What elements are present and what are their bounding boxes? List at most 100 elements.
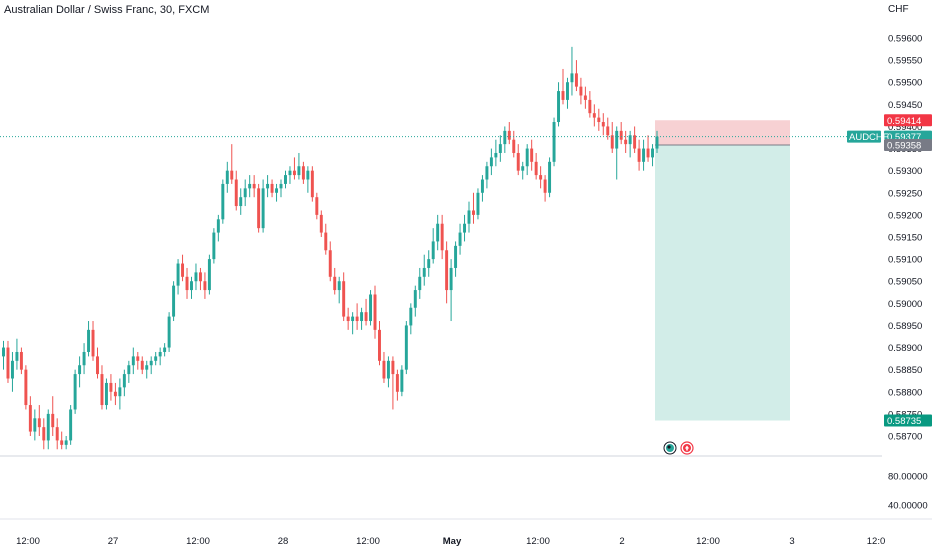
candle-down [181, 263, 185, 277]
candle-down [24, 369, 28, 406]
candle-up [642, 148, 646, 162]
time-tick-label: May [443, 536, 462, 547]
price-tick-label: 0.58700 [888, 432, 922, 443]
time-tick-label: 12:00 [16, 536, 40, 547]
indicator-tick-label: 40.00000 [888, 501, 928, 512]
candle-up [10, 360, 14, 379]
chart-title: Australian Dollar / Swiss Franc, 30, FXC… [4, 4, 210, 16]
candle-up [297, 166, 301, 176]
candle-up [15, 351, 19, 361]
candle-up [239, 197, 243, 207]
candle-up [570, 73, 574, 83]
earnings-icon-dot [667, 445, 671, 449]
candles [2, 46, 659, 450]
candle-down [507, 130, 511, 140]
candle-up [615, 130, 619, 149]
time-axis[interactable]: 12:00 27 12:00 28 12:00 May 12:00 2 12:00 3 12:0 [16, 536, 885, 547]
price-tick-label: 0.59500 [888, 78, 922, 89]
candle-down [646, 148, 650, 158]
price-tick-label: 0.59250 [888, 188, 922, 199]
candle-down [301, 166, 305, 180]
candle-down [100, 374, 104, 406]
dividend-icon[interactable] [680, 441, 694, 455]
time-tick-label: 12:0 [867, 536, 886, 547]
candle-down [539, 175, 543, 180]
candle-up [552, 122, 556, 162]
candle-up [351, 316, 355, 322]
candle-up [458, 232, 462, 246]
candle-down [440, 223, 444, 251]
candle-down [583, 95, 587, 100]
candle-up [337, 281, 341, 291]
candle-down [619, 130, 623, 140]
candle-down [373, 294, 377, 330]
candle-up [409, 307, 413, 326]
candle-down [310, 170, 314, 198]
candle-down [319, 214, 323, 233]
grid-lines [0, 455, 932, 520]
candle-down [55, 427, 59, 441]
candle-up [176, 263, 180, 286]
candle-down [534, 161, 538, 176]
candle-up [628, 135, 632, 145]
candle-up [73, 374, 77, 410]
candle-down [185, 276, 189, 291]
candle-up [485, 166, 489, 180]
candle-up [279, 183, 283, 189]
price-axis[interactable]: 0.596000.595500.595000.594500.594000.593… [888, 34, 928, 512]
candle-down [333, 276, 337, 291]
candle-up [360, 312, 364, 322]
candle-down [136, 356, 140, 361]
indicator-tick-label: 80.00000 [888, 472, 928, 483]
candle-up [122, 374, 126, 388]
event-markers[interactable] [663, 441, 694, 455]
candle-down [530, 148, 534, 162]
candle-down [610, 135, 614, 149]
candle-up [651, 148, 655, 158]
candle-up [2, 347, 5, 357]
time-tick-label: 12:00 [186, 536, 210, 547]
candle-up [64, 440, 68, 445]
candle-up [194, 272, 198, 282]
candle-up [306, 170, 310, 180]
candle-down [91, 329, 95, 357]
take-profit-tag-bg [884, 414, 932, 427]
candle-down [257, 188, 261, 229]
candle-up [221, 183, 225, 220]
candle-up [284, 175, 287, 184]
position-zones [655, 120, 790, 421]
candle-up [476, 192, 480, 215]
candle-down [543, 179, 547, 193]
candle-up [275, 188, 279, 193]
time-tick-label: 3 [789, 536, 794, 547]
time-tick-label: 12:00 [356, 536, 380, 547]
candle-up [498, 144, 502, 153]
stop-loss-tag-bg [884, 114, 932, 127]
take-profit-zone [655, 145, 790, 421]
candle-up [521, 166, 525, 171]
candle-up [225, 170, 229, 184]
candle-down [472, 210, 475, 215]
earnings-icon[interactable] [663, 441, 677, 455]
candle-up [127, 365, 131, 375]
candle-up [266, 183, 270, 189]
time-tick-label: 28 [278, 536, 289, 547]
candle-up [82, 351, 86, 366]
candle-up [404, 325, 408, 370]
symbol-tag: AUDCHF [849, 132, 889, 143]
candle-down [445, 250, 449, 291]
candle-down [234, 179, 238, 207]
candle-down [342, 281, 346, 317]
candle-down [588, 99, 592, 114]
candle-up [78, 365, 82, 375]
candle-up [46, 413, 50, 441]
candle-down [378, 329, 381, 361]
candle-up [436, 223, 440, 242]
candle-up [369, 294, 373, 322]
candle-up [557, 91, 561, 123]
candle-up [163, 347, 167, 352]
candle-down [324, 232, 328, 251]
take-profit-tag: 0.58735 [887, 416, 921, 427]
